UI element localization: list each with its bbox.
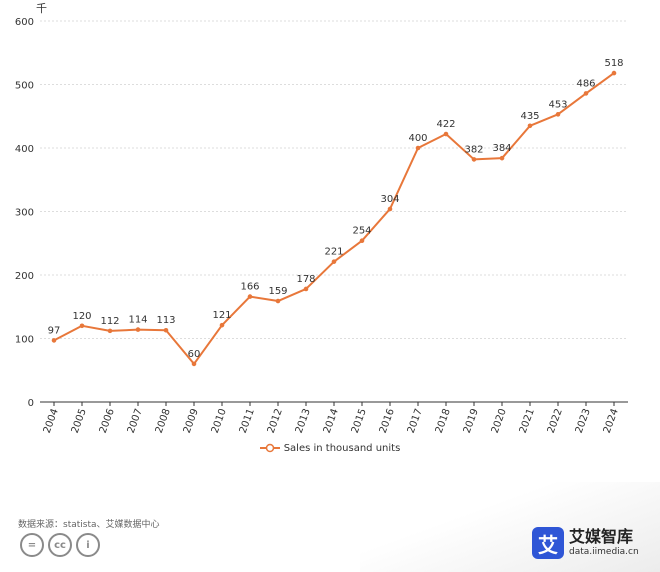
y-tick-label: 400 [15,144,34,155]
data-point [499,155,505,161]
license-icons: = cc i [20,533,100,557]
data-point [359,238,365,244]
x-tick-label: 2023 [574,407,593,435]
data-point [51,338,57,343]
data-point [527,123,533,129]
x-tick-label: 2009 [182,407,201,435]
x-tick-label: 2024 [602,407,621,435]
data-point [555,112,561,117]
data-label: 166 [240,282,259,293]
data-label: 121 [212,310,231,321]
y-tick-label: 600 [15,17,34,28]
data-point [303,286,309,292]
data-point [611,70,617,76]
data-point [275,298,281,304]
x-tick-label: 2012 [266,407,285,435]
data-point [331,259,337,264]
data-label: 112 [100,316,119,327]
brand-background [360,482,660,572]
data-label: 400 [408,133,427,144]
data-point [219,322,225,328]
x-tick-label: 2004 [42,407,61,435]
x-tick-label: 2011 [238,407,257,435]
data-point [471,157,477,162]
x-tick-label: 2015 [350,407,369,435]
data-label: 453 [548,99,567,110]
x-tick-label: 2020 [490,407,509,435]
y-tick-label: 0 [28,398,34,409]
brand-logo-icon: 艾 [532,527,564,559]
x-tick-label: 2010 [210,407,229,435]
x-tick-label: 2018 [434,407,453,435]
x-tick-label: 2017 [406,407,425,435]
data-point [583,91,589,96]
brand-name: 艾媒智库 [569,527,634,546]
x-tick-label: 2021 [518,407,537,435]
data-label: 486 [576,78,595,89]
x-tick-label: 2006 [98,407,117,435]
data-label: 114 [128,315,147,326]
x-tick-label: 2005 [70,407,89,435]
data-label: 254 [352,226,371,237]
data-point [79,323,85,329]
data-label: 422 [436,119,455,130]
data-point [191,361,197,367]
data-point [415,145,421,151]
cc-icon: cc [48,533,72,557]
data-point [163,327,169,333]
y-tick-label: 100 [15,335,34,346]
legend-line-marker-icon [259,443,280,453]
y-axis-unit-label: 千 [36,2,47,15]
data-label: 120 [72,311,91,322]
x-tick-label: 2008 [154,407,173,435]
data-label: 382 [464,144,483,155]
data-label: 60 [188,349,201,360]
x-tick-label: 2016 [378,407,397,435]
y-tick-label: 200 [15,271,34,282]
equals-icon: = [20,533,44,557]
data-label: 178 [296,274,315,285]
y-tick-label: 300 [15,208,34,219]
data-label: 221 [324,247,343,258]
chart-legend[interactable]: Sales in thousand units [0,442,660,454]
data-label: 113 [156,315,175,326]
x-tick-label: 2007 [126,407,145,435]
data-label: 518 [604,58,623,69]
data-label: 159 [268,286,287,297]
x-tick-label: 2013 [294,407,313,435]
person-icon: i [76,533,100,557]
sales-line-chart: 0 100 200 300 400 500 600 2004 2005 2006 2007 2008 2… [15,17,628,435]
x-tick-label: 2022 [546,407,565,435]
x-tick-label: 2014 [322,407,341,435]
data-label: 304 [380,194,399,205]
data-point [107,328,113,334]
data-label: 384 [492,143,511,154]
brand-block: 艾 艾媒智库 data.iimedia.cn [532,527,639,559]
data-point [135,327,141,332]
x-tick-label: 2019 [462,407,481,435]
data-point [443,131,449,137]
data-point [387,206,393,212]
y-tick-label: 500 [15,81,34,92]
data-source-note: 数据来源：statista、艾媒数据中心 [18,520,160,530]
data-label: 97 [48,325,61,336]
data-label: 435 [520,111,539,122]
legend-series-label: Sales in thousand units [283,442,401,454]
brand-url: data.iimedia.cn [569,547,639,557]
data-point [247,294,253,299]
